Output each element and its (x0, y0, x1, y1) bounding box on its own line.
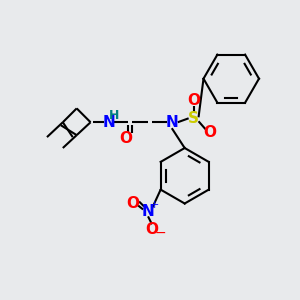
Text: S: S (188, 111, 199, 126)
Text: O: O (203, 125, 216, 140)
Text: O: O (127, 196, 140, 211)
Text: N: N (165, 115, 178, 130)
Text: N: N (142, 204, 154, 219)
Text: +: + (150, 200, 160, 211)
Text: O: O (187, 93, 200, 108)
Text: N: N (103, 115, 116, 130)
Text: O: O (120, 130, 133, 146)
Text: O: O (146, 222, 158, 237)
Text: −: − (154, 226, 166, 240)
Text: H: H (109, 109, 119, 122)
